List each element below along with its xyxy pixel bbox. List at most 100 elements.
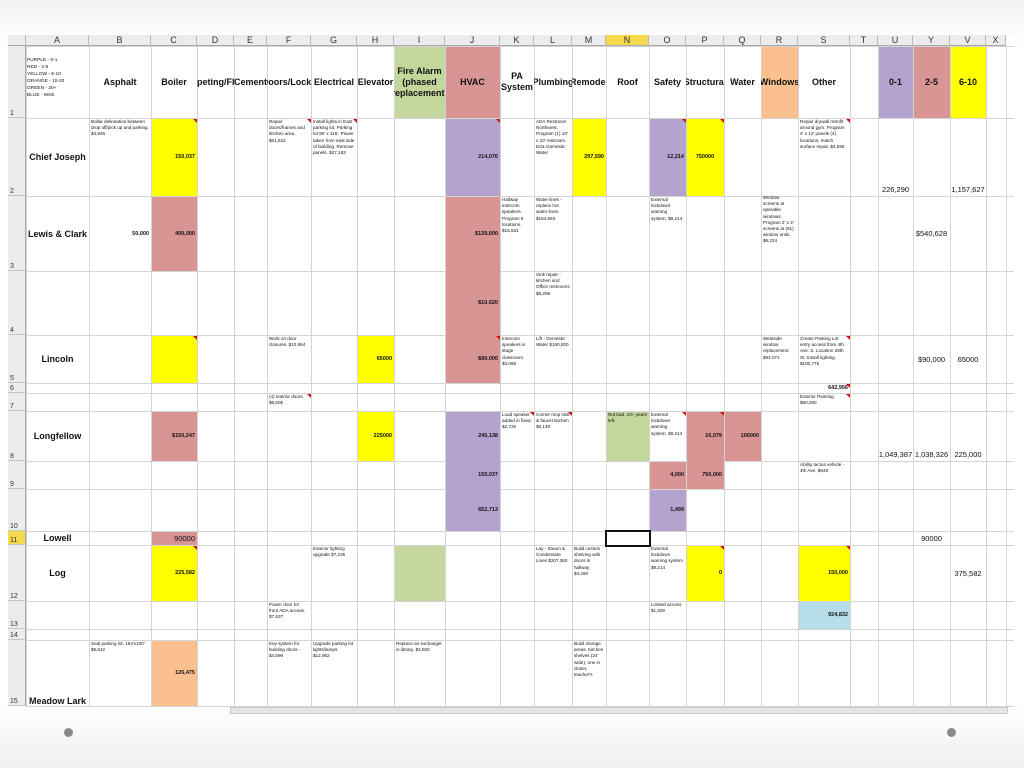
row-header-14[interactable]: 14 (8, 629, 26, 640)
column-header-q[interactable]: Q (724, 35, 761, 46)
horizontal-scrollbar[interactable] (230, 707, 1008, 714)
row-header-3[interactable]: 3 (8, 196, 26, 271)
cell-7s[interactable]: Exterior Painting. $50,000 (800, 394, 835, 406)
cell-2b[interactable]: Bollar delineation between drop off/pick… (91, 119, 149, 137)
row-header-13[interactable]: 13 (8, 601, 26, 629)
cell-3c[interactable]: 400,000 (175, 230, 195, 237)
corner-select-all[interactable] (8, 35, 26, 46)
cell-15f[interactable]: Key system for building doors - $4,598 (269, 641, 301, 659)
column-header-d[interactable]: D (197, 35, 234, 46)
row-header-11[interactable]: 11 (8, 531, 26, 545)
column-header-p[interactable]: P (686, 35, 724, 46)
cell-5l[interactable]: Lift - Domestic Water $150,000 (536, 336, 569, 348)
cell-2p[interactable]: 750000 (695, 154, 715, 160)
cell-9p[interactable]: 750,000 (702, 472, 722, 478)
column-header-r[interactable]: R (761, 35, 798, 46)
cell-13f[interactable]: Power door for front ADA access. $7,637 (269, 602, 306, 620)
cell-8q[interactable]: 100000 (740, 433, 759, 439)
column-header-a[interactable]: A (26, 35, 89, 46)
column-header-g[interactable]: G (311, 35, 357, 46)
cell-8n[interactable]: Not bad. 10+ years left. (608, 412, 647, 424)
column-header-j[interactable]: J (445, 35, 500, 46)
cell-13o[interactable]: Limited access $1,500 (651, 602, 682, 614)
cell-10j[interactable]: 652,713 (478, 507, 498, 513)
column-header-f[interactable]: F (267, 35, 311, 46)
column-header-t[interactable]: T (850, 35, 878, 46)
cell-3j[interactable]: $139,000 (475, 230, 498, 237)
cell-12m[interactable]: Build custom shelving with doors in hall… (574, 546, 601, 576)
column-header-l[interactable]: L (534, 35, 572, 46)
column-header-b[interactable]: B (89, 35, 151, 46)
column-header-i[interactable]: I (394, 35, 445, 46)
cell-12o[interactable]: External lockdown warning system $9,214 (651, 546, 683, 570)
row-header-1[interactable]: 1 (8, 46, 26, 118)
cell-2g[interactable]: Install lights in East parking lot. Park… (313, 119, 355, 156)
cell-12v[interactable]: 375,582 (954, 568, 982, 578)
cell-2v[interactable]: 1,157,627 (951, 185, 985, 194)
cell-2f[interactable]: Repair doors/frames and kitchen area. $6… (269, 119, 305, 143)
column-header-h[interactable]: H (357, 35, 394, 46)
cell-15m[interactable]: Build storage areas. Kitchen shelves (24… (574, 641, 604, 678)
cell-5v[interactable]: 65000 (957, 354, 979, 364)
cell-4l[interactable]: Sink repair - kitchen and Office restroo… (536, 272, 570, 296)
nav-dot-right[interactable] (947, 728, 956, 737)
cell-8c[interactable]: $150,247 (172, 433, 195, 439)
cell-9j[interactable]: 150,037 (478, 472, 498, 478)
cell-3y[interactable]: $540,628 (915, 229, 948, 238)
column-header-m[interactable]: M (572, 35, 606, 46)
cell-15b[interactable]: Seal parking lot. 164'x100' $5,642 (91, 641, 145, 653)
cell-9s[interactable]: Ability tactus vehicle - 4th Ave. $948 (800, 462, 845, 474)
column-header-x[interactable]: X (986, 35, 1006, 46)
cell-2c[interactable]: 150,037 (175, 154, 195, 160)
cell-7f[interactable]: (4) interior doors. $6,605 (269, 394, 304, 406)
cell-8v[interactable]: 225,000 (954, 450, 982, 459)
cell-15i[interactable]: Replace air exchanger in library. $4,500 (396, 641, 442, 653)
cell-2j[interactable]: 214,076 (478, 154, 498, 160)
cell-2m[interactable]: 297,590 (584, 154, 604, 160)
cell-8p[interactable]: 16,079 (705, 433, 722, 439)
column-header-y[interactable]: Y (913, 35, 950, 46)
cell-3k[interactable]: Hallway intercom speakers. Program 5 loc… (502, 197, 524, 234)
cell-5s[interactable]: Create Parking Lot entry access from 4th… (800, 336, 844, 366)
active-cell-selection[interactable] (605, 530, 651, 547)
cell-12c[interactable]: 225,582 (175, 570, 195, 576)
cell-8k[interactable]: Load speaker added in fixed. $2,725 (502, 412, 532, 430)
cell-5y[interactable]: $90,000 (917, 354, 946, 364)
cell-5r[interactable]: Westside window replacement. $64,071 (763, 336, 790, 360)
cell-5h[interactable]: 65000 (376, 356, 392, 362)
cell-6s[interactable]: 642,956 (828, 385, 848, 391)
row-header-9[interactable]: 9 (8, 461, 26, 489)
row-header-2[interactable]: 2 (8, 118, 26, 196)
cell-15g[interactable]: Upgrade parking lot lights/lamps. $12,96… (313, 641, 354, 659)
column-header-u[interactable]: U (878, 35, 913, 46)
cell-3l[interactable]: Water lines - replace hot water lines. $… (536, 197, 562, 221)
cell-2u[interactable]: 226,290 (881, 185, 910, 194)
cell-11c[interactable]: 90000 (174, 533, 195, 543)
cell-12g[interactable]: Exterior lighting upgrade $7,235 (313, 546, 346, 558)
cell-8y[interactable]: 1,038,326 (914, 450, 949, 459)
cell-5k[interactable]: Intercom speakers in stage classroom. $3… (502, 336, 526, 366)
cell-8l[interactable]: Corner mop sink & faucet kitchen $5,149 (536, 412, 570, 430)
cell-5j[interactable]: $90,000 (478, 356, 498, 362)
cell-3b[interactable]: 50,000 (132, 230, 149, 237)
cell-13s[interactable]: 924,832 (828, 612, 848, 618)
column-header-e[interactable]: E (234, 35, 267, 46)
row-header-5[interactable]: 5 (8, 335, 26, 383)
cell-2l[interactable]: ADA Restroom Northwest. Program (1) 10' … (536, 119, 568, 156)
cell-8o[interactable]: External lockdown warning system. $9,214 (651, 412, 683, 436)
cell-3r[interactable]: Window screens at operable windows. Prog… (763, 195, 794, 244)
cell-12s[interactable]: 150,000 (828, 570, 848, 576)
cell-12l[interactable]: Lay - Steam & Condensate Lines $207,360 (536, 546, 568, 564)
cell-5f[interactable]: Work on door closures. $10,964 (269, 336, 306, 348)
row-header-4[interactable]: 4 (8, 271, 26, 335)
nav-dot-left[interactable] (64, 728, 73, 737)
cell-12p[interactable]: 0 (718, 570, 722, 576)
column-header-v[interactable]: V (950, 35, 986, 46)
cell-15c[interactable]: 126,475 (175, 670, 195, 676)
cell-2s[interactable]: Repair drywall retrofit around gym. Prog… (800, 119, 845, 149)
cell-10o[interactable]: 1,499 (670, 507, 684, 513)
row-header-6[interactable]: 6 (8, 383, 26, 393)
cell-8u[interactable]: 1,049,387 (878, 450, 913, 459)
column-header-s[interactable]: S (798, 35, 850, 46)
